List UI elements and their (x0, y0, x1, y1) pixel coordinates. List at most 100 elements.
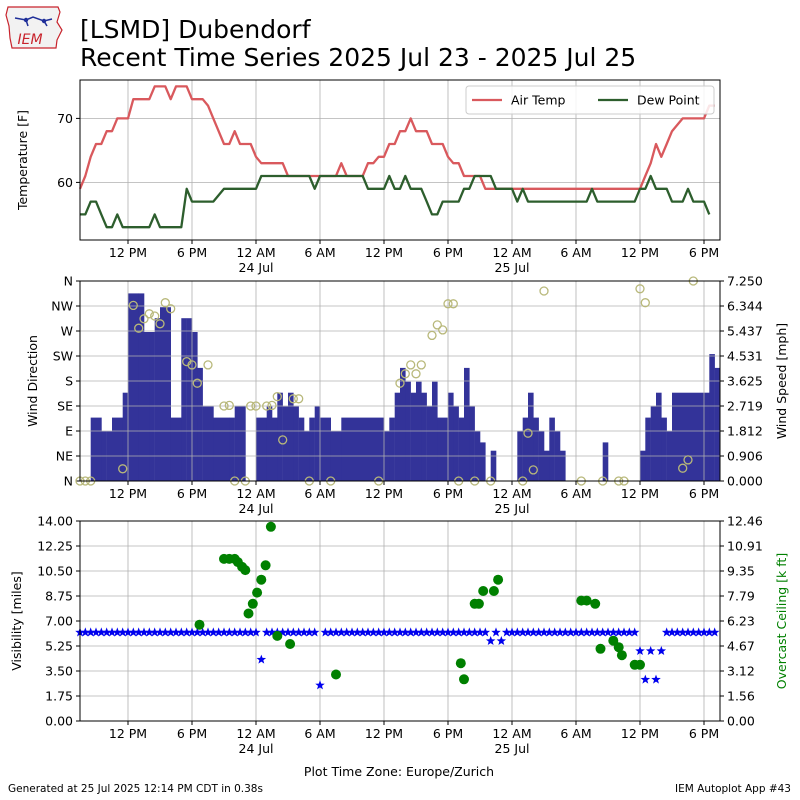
wind-speed-bar (490, 450, 497, 481)
wind-direction-point (192, 378, 202, 388)
wind-speed-bar (90, 417, 102, 481)
wind-direction-point (267, 400, 277, 411)
visibility-point (219, 627, 229, 637)
visibility-point (91, 627, 101, 637)
visibility-point (240, 627, 251, 637)
visibility-tick-label: 3.50 (45, 664, 73, 679)
wind-speed-bar (480, 442, 486, 481)
visibility-point (453, 627, 464, 637)
y-tick-label: 70 (57, 111, 73, 126)
wind-speed-tick-label: 2.719 (727, 399, 763, 414)
visibility-point (544, 627, 555, 637)
visibility-tick-label: 12.25 (37, 539, 73, 554)
legend-box (465, 85, 715, 115)
wind-speed-tick-label: 3.625 (727, 374, 763, 389)
ceiling-point (240, 565, 251, 576)
wind-direction-point (166, 304, 176, 314)
visibility-point (139, 627, 149, 637)
visibility-point (555, 627, 565, 637)
visibility-point (512, 627, 523, 637)
visibility-point (427, 627, 437, 637)
x-tick-date-label: 24 Jul (239, 260, 274, 275)
logo-node-icon (23, 17, 29, 23)
x-tick-label: 6 AM (560, 245, 591, 260)
wind-direction-point (678, 463, 688, 473)
visibility-point (485, 636, 496, 646)
ceiling-tick-label: 1.56 (727, 689, 755, 704)
legend-label-dew-point: Dew Point (637, 93, 700, 108)
visibility-point (197, 627, 208, 637)
wind-speed-bar (522, 417, 529, 481)
wind-speed-bar (154, 318, 161, 481)
visibility-point (352, 627, 363, 637)
ceiling-point (613, 642, 624, 653)
visibility-point (443, 627, 453, 637)
wind-direction-point (411, 369, 421, 379)
y-axis-title-left: Wind Direction (25, 335, 40, 427)
wind-speed-bar (282, 406, 289, 481)
x-tick-label: 6 AM (560, 726, 591, 741)
visibility-point (629, 627, 640, 637)
x-tick-label: 12 AM (492, 486, 531, 501)
ceiling-point (243, 608, 254, 619)
wind-direction-point (160, 298, 170, 308)
wind-speed-bar (533, 417, 539, 481)
visibility-point (459, 627, 469, 637)
visibility-point (560, 627, 571, 637)
visibility-point (357, 627, 368, 637)
logo-text: IEM (17, 32, 42, 48)
visibility-point (656, 646, 667, 656)
wind-speed-bar (645, 417, 651, 481)
ceiling-point (493, 574, 504, 585)
visibility-point (619, 627, 629, 637)
wind-speed-bar (672, 392, 710, 481)
wind-speed-bar (186, 318, 193, 481)
wind-speed-bar (661, 417, 667, 481)
wind-speed-bar (138, 293, 145, 481)
wind-speed-bar (170, 417, 182, 481)
wind-speed-bar (272, 417, 278, 481)
x-tick-label: 6 PM (177, 245, 207, 260)
visibility-point (539, 627, 549, 637)
visibility-tick-label: 10.50 (37, 564, 73, 579)
visibility-point (288, 627, 299, 637)
visibility-point (693, 627, 704, 637)
visibility-point (469, 627, 480, 637)
visibility-point (395, 627, 405, 637)
visibility-point (523, 627, 533, 637)
visibility-point (389, 627, 400, 637)
visibility-point (181, 627, 192, 637)
visibility-point (267, 627, 277, 637)
ceiling-tick-label: 4.67 (727, 639, 755, 654)
wind-direction-point (427, 330, 437, 341)
ceiling-tick-label: 3.12 (727, 664, 755, 679)
wind-speed-bar (256, 417, 267, 481)
visibility-point (661, 627, 672, 637)
visibility-point (624, 627, 635, 637)
visibility-point (85, 627, 96, 637)
visibility-point (565, 627, 576, 637)
visibility-point (587, 627, 597, 637)
iem-logo: IEM (5, 6, 63, 49)
visibility-point (571, 627, 581, 637)
visibility-point (464, 627, 475, 637)
wind-direction-tick-label: W (61, 324, 73, 339)
wind-direction-tick-label: S (65, 374, 73, 389)
ceiling-point (581, 595, 592, 606)
visibility-point (603, 627, 613, 637)
wind-direction-point (539, 286, 549, 296)
visibility-point (608, 627, 619, 637)
wind-speed-bar (160, 307, 171, 481)
visibility-point (373, 627, 384, 637)
wind-speed-bar (213, 417, 230, 481)
visibility-point (363, 627, 373, 637)
visibility-point (192, 627, 203, 637)
x-tick-label: 12 PM (109, 726, 147, 741)
wind-speed-tick-label: 6.344 (727, 299, 763, 314)
wind-direction-tick-label: SW (53, 349, 73, 364)
iowa-state-outline-icon (5, 6, 63, 49)
wind-direction-point (246, 401, 256, 411)
wind-speed-bar (122, 392, 129, 481)
visibility-point (165, 627, 176, 637)
x-tick-label: 12 PM (365, 486, 403, 501)
